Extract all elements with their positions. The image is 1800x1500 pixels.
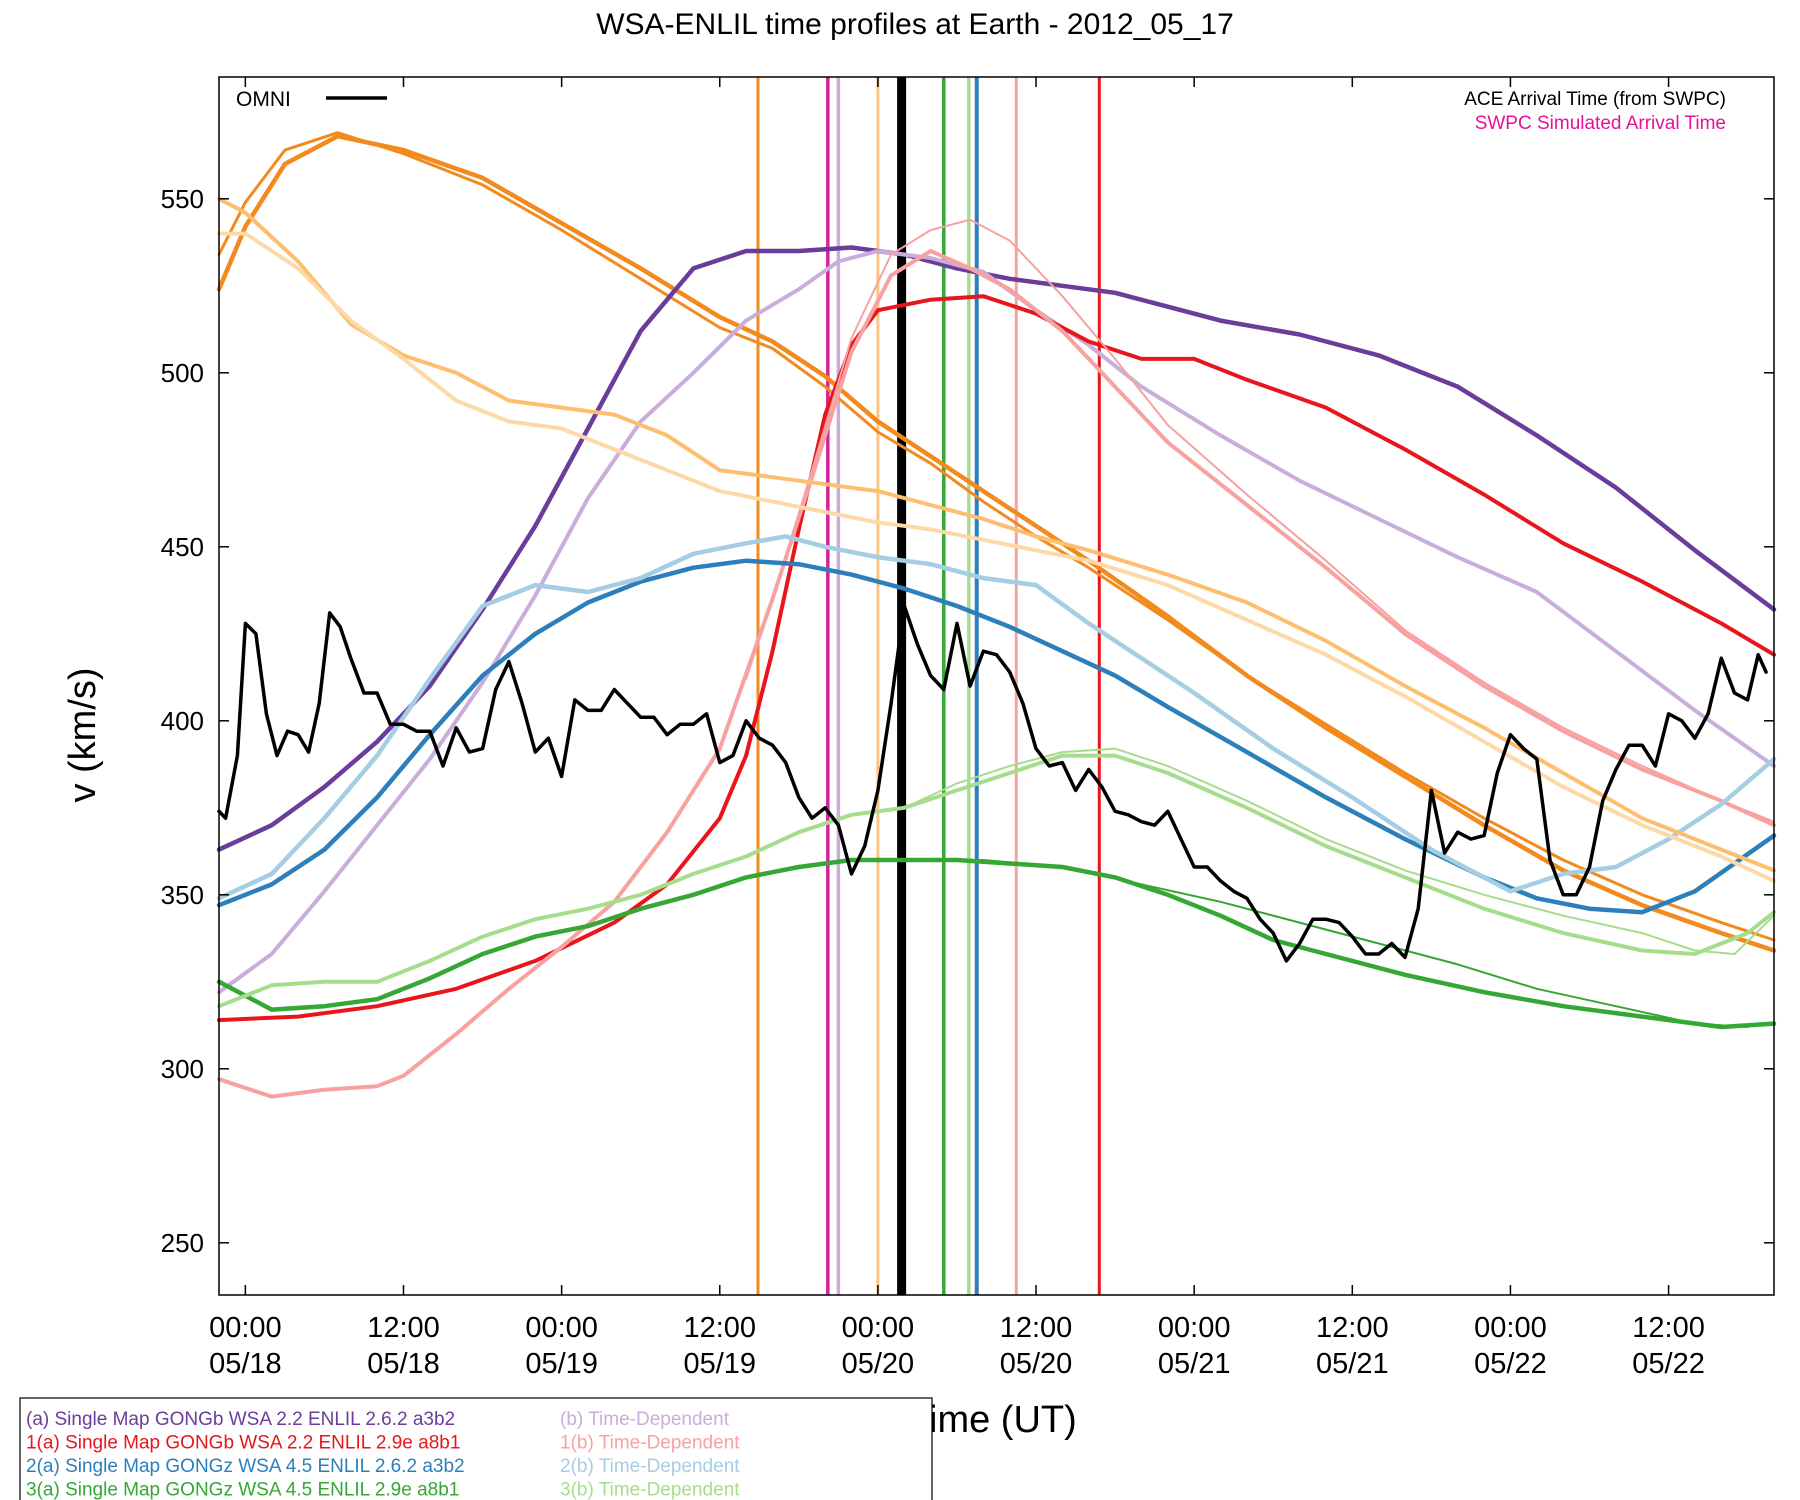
y-tick-label: 300 (161, 1054, 204, 1084)
plot-area: 250 300 350 400 450 500 550 00:00 05/18 12:00 05/… (161, 76, 1777, 1380)
y-tick-label: 450 (161, 532, 204, 562)
chart-title: WSA-ENLIL time profiles at Earth - 2012_… (596, 8, 1234, 41)
series-line--e-time-dependent (217, 196, 1776, 873)
series-line-1-b-time-dependent (217, 249, 1776, 1099)
series-line-omni (217, 604, 1768, 963)
legend-entry-left-1: 1(a) Single Map GONGb WSA 2.2 ENLIL 2.9e… (26, 1433, 460, 1454)
x-tick-date-label: 05/18 (367, 1348, 440, 1380)
y-tick-label: 500 (161, 358, 204, 388)
series-line--d-adapt-alt-1 (217, 131, 1776, 942)
legend-omni-label: OMNI (236, 88, 291, 111)
x-tick-date-label: 05/20 (1000, 1348, 1073, 1380)
plot-frame (218, 76, 1775, 1296)
legend-omni: OMNI (236, 88, 387, 111)
series-line-2-a-single-map-gongz-wsa-4-5-enlil-2-6-2 (216, 558, 1777, 915)
x-tick-date-label: 05/19 (525, 1348, 598, 1380)
y-axis-label: v (km/s) (62, 667, 104, 802)
legend-entry-right-0: (b) Time-Dependent (560, 1409, 730, 1430)
y-tick-label: 400 (161, 706, 204, 736)
x-tick-time-label: 00:00 (1158, 1312, 1231, 1344)
x-tick-date-label: 05/21 (1316, 1348, 1389, 1380)
series-line-1-a-single-map-gongb-wsa-2-2-enlil-2-9e (217, 294, 1776, 1023)
y-tick-label: 350 (161, 880, 204, 910)
series-line-3-b-alt (903, 747, 1775, 955)
series-line-2-b-time-dependent (216, 534, 1777, 901)
y-axis-ticks: 250 300 350 400 450 500 550 (161, 184, 1774, 1258)
x-axis-label: Time (UT) (907, 1399, 1077, 1441)
x-tick-time-label: 00:00 (525, 1312, 598, 1344)
x-tick-time-label: 12:00 (683, 1312, 756, 1344)
legend-swpc-arrival: SWPC Simulated Arrival Time (1475, 113, 1726, 134)
x-tick-date-label: 05/21 (1158, 1348, 1231, 1380)
x-tick-time-label: 00:00 (842, 1312, 915, 1344)
y-tick-label: 550 (161, 184, 204, 214)
x-tick-date-label: 05/18 (209, 1348, 282, 1380)
x-tick-date-label: 05/22 (1474, 1348, 1547, 1380)
legend-entry-right-1: 1(b) Time-Dependent (560, 1433, 740, 1454)
x-tick-time-label: 00:00 (1474, 1312, 1547, 1344)
x-tick-time-label: 12:00 (367, 1312, 440, 1344)
x-tick-date-label: 05/19 (683, 1348, 756, 1380)
legend-box: (a) Single Map GONGb WSA 2.2 ENLIL 2.6.2… (19, 1397, 933, 1500)
x-tick-time-label: 12:00 (1000, 1312, 1073, 1344)
x-tick-date-label: 05/22 (1632, 1348, 1705, 1380)
series-line-3-a-alt (903, 859, 1749, 1028)
x-tick-time-label: 12:00 (1316, 1312, 1389, 1344)
legend-box-frame (19, 1397, 933, 1500)
legend-entry-left-2: 2(a) Single Map GONGz WSA 4.5 ENLIL 2.6.… (26, 1456, 465, 1477)
y-tick-label: 250 (161, 1228, 204, 1258)
x-tick-time-label: 12:00 (1632, 1312, 1705, 1344)
legend-rows: (a) Single Map GONGb WSA 2.2 ENLIL 2.6.2… (26, 1409, 740, 1500)
series-line--b-time-dependent-a- (217, 249, 1776, 995)
x-tick-date-label: 05/20 (842, 1348, 915, 1380)
legend-entry-right-2: 2(b) Time-Dependent (560, 1456, 740, 1477)
legend-ace-arrival: ACE Arrival Time (from SWPC) (1464, 89, 1726, 110)
legend-entry-right-3: 3(b) Time-Dependent (560, 1480, 740, 1500)
series-line-3-a-single-map-gongz-wsa-4-5-enlil-2-9e (216, 857, 1777, 1030)
series-line--d-adapt-median (216, 133, 1777, 953)
legend-arrival: ACE Arrival Time (from SWPC) SWPC Simula… (1464, 89, 1726, 134)
series-lines (216, 131, 1777, 1099)
series-line-3-b-time-dependent (217, 753, 1776, 1009)
legend-entry-left-3: 3(a) Single Map GONGz WSA 4.5 ENLIL 2.9e… (26, 1480, 459, 1500)
series-line--e-time-dependent-alt (217, 231, 1776, 883)
series-line-1-b-time-dependent-alt (745, 218, 1775, 823)
x-tick-time-label: 00:00 (209, 1312, 282, 1344)
x-axis-ticks: 00:00 05/18 12:00 05/18 00:00 05/19 12:00 05/19… (209, 77, 1705, 1380)
legend-entry-left-0: (a) Single Map GONGb WSA 2.2 ENLIL 2.6.2… (26, 1409, 455, 1430)
